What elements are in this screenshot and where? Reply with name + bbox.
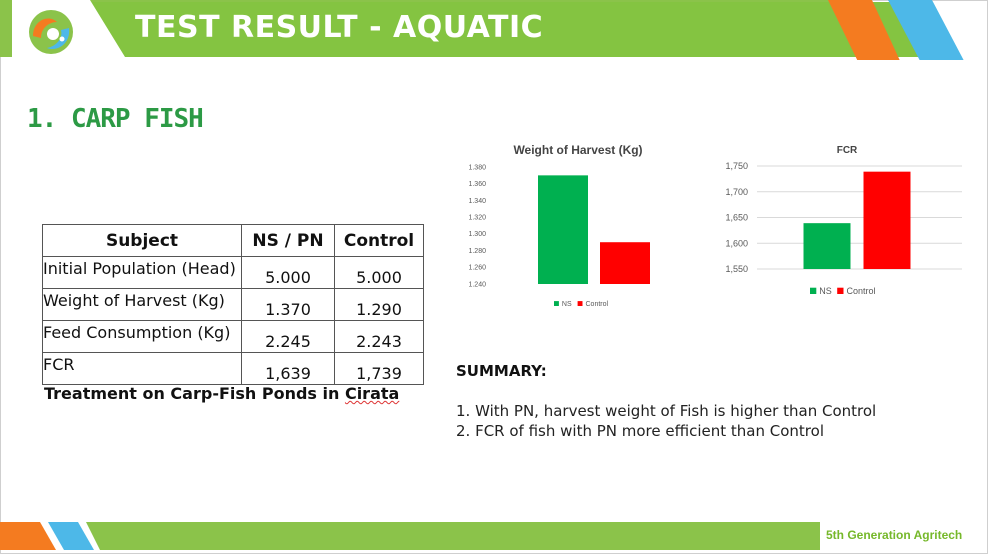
- y-tick-label: 1.340: [468, 198, 486, 205]
- y-tick-label: 1,550: [725, 264, 748, 274]
- control-value: 5.000: [334, 256, 424, 289]
- results-table: Subject NS / PN Control Initial Populati…: [42, 224, 424, 385]
- bar-ns: [803, 223, 851, 269]
- y-tick-label: 1.360: [468, 181, 486, 188]
- header-control: Control: [334, 224, 424, 257]
- header-band: [0, 0, 964, 60]
- row-label: Weight of Harvest (Kg): [42, 288, 242, 321]
- y-tick-label: 1.280: [468, 248, 486, 255]
- control-value: 1.290: [334, 288, 424, 321]
- summary-item: 1. With PN, harvest weight of Fish is hi…: [456, 402, 877, 420]
- row-label: FCR: [42, 352, 242, 385]
- legend-label: Control: [847, 286, 876, 296]
- table-row: Feed Consumption (Kg) 2.245 2.243: [42, 320, 424, 353]
- y-tick-label: 1,700: [725, 187, 748, 197]
- legend-label: NS: [819, 286, 832, 296]
- footer-band: [0, 522, 980, 550]
- chart-title: FCR: [837, 145, 858, 156]
- ns-value: 5.000: [241, 256, 335, 289]
- caption-location: Cirata: [344, 384, 400, 403]
- summary-list: 1. With PN, harvest weight of Fish is hi…: [456, 401, 876, 441]
- table-caption: Treatment on Carp-Fish Ponds in Cirata: [44, 384, 399, 403]
- fcr-chart: FCR 1,550 1,600 1,650 1,700 1,750 NS Control: [725, 145, 962, 296]
- caption-text: Treatment on Carp-Fish Ponds in: [44, 384, 345, 403]
- weight-of-harvest-chart: Weight of Harvest (Kg) 1.240 1.260 1.280 1.3…: [468, 143, 650, 308]
- summary-item: 2. FCR of fish with PN more efficient th…: [456, 422, 824, 440]
- y-tick-label: 1,750: [725, 161, 748, 171]
- y-tick-label: 1.380: [468, 164, 486, 171]
- page-title: TEST RESULT - AQUATIC: [135, 10, 544, 45]
- row-label: Feed Consumption (Kg): [42, 320, 242, 353]
- legend-label: NS: [562, 301, 572, 308]
- table-row: FCR 1,639 1,739: [42, 352, 424, 385]
- y-tick-label: 1,650: [725, 213, 748, 223]
- row-label: Initial Population (Head): [42, 256, 242, 289]
- bar-control: [863, 171, 911, 269]
- control-value: 2.243: [334, 320, 424, 353]
- y-tick-label: 1.300: [468, 231, 486, 238]
- footer-brand: 5th Generation Agritech: [826, 528, 963, 542]
- ns-value: 2.245: [241, 320, 335, 353]
- y-tick-label: 1.240: [468, 281, 486, 288]
- ns-value: 1.370: [241, 288, 335, 321]
- control-value: 1,739: [334, 352, 424, 385]
- summary-heading: SUMMARY:: [456, 362, 547, 380]
- header-subject: Subject: [42, 224, 242, 257]
- section-title: 1. CARP FISH: [27, 104, 204, 134]
- y-tick-label: 1.320: [468, 214, 486, 221]
- legend-swatch: [554, 301, 559, 306]
- legend-swatch: [577, 301, 583, 306]
- legend-swatch: [810, 287, 817, 294]
- bar-control: [600, 242, 650, 284]
- chart-title: Weight of Harvest (Kg): [513, 143, 642, 157]
- y-tick-label: 1.260: [468, 265, 486, 272]
- ns-value: 1,639: [241, 352, 335, 385]
- company-logo-icon: [29, 10, 73, 54]
- y-tick-label: 1,600: [725, 238, 748, 248]
- table-header-row: Subject NS / PN Control: [42, 224, 424, 257]
- bar-ns: [538, 175, 588, 284]
- table-row: Weight of Harvest (Kg) 1.370 1.290: [42, 288, 424, 321]
- header-ns-pn: NS / PN: [241, 224, 335, 257]
- table-row: Initial Population (Head) 5.000 5.000: [42, 256, 424, 289]
- legend-label: Control: [586, 301, 609, 308]
- legend-swatch: [837, 287, 844, 294]
